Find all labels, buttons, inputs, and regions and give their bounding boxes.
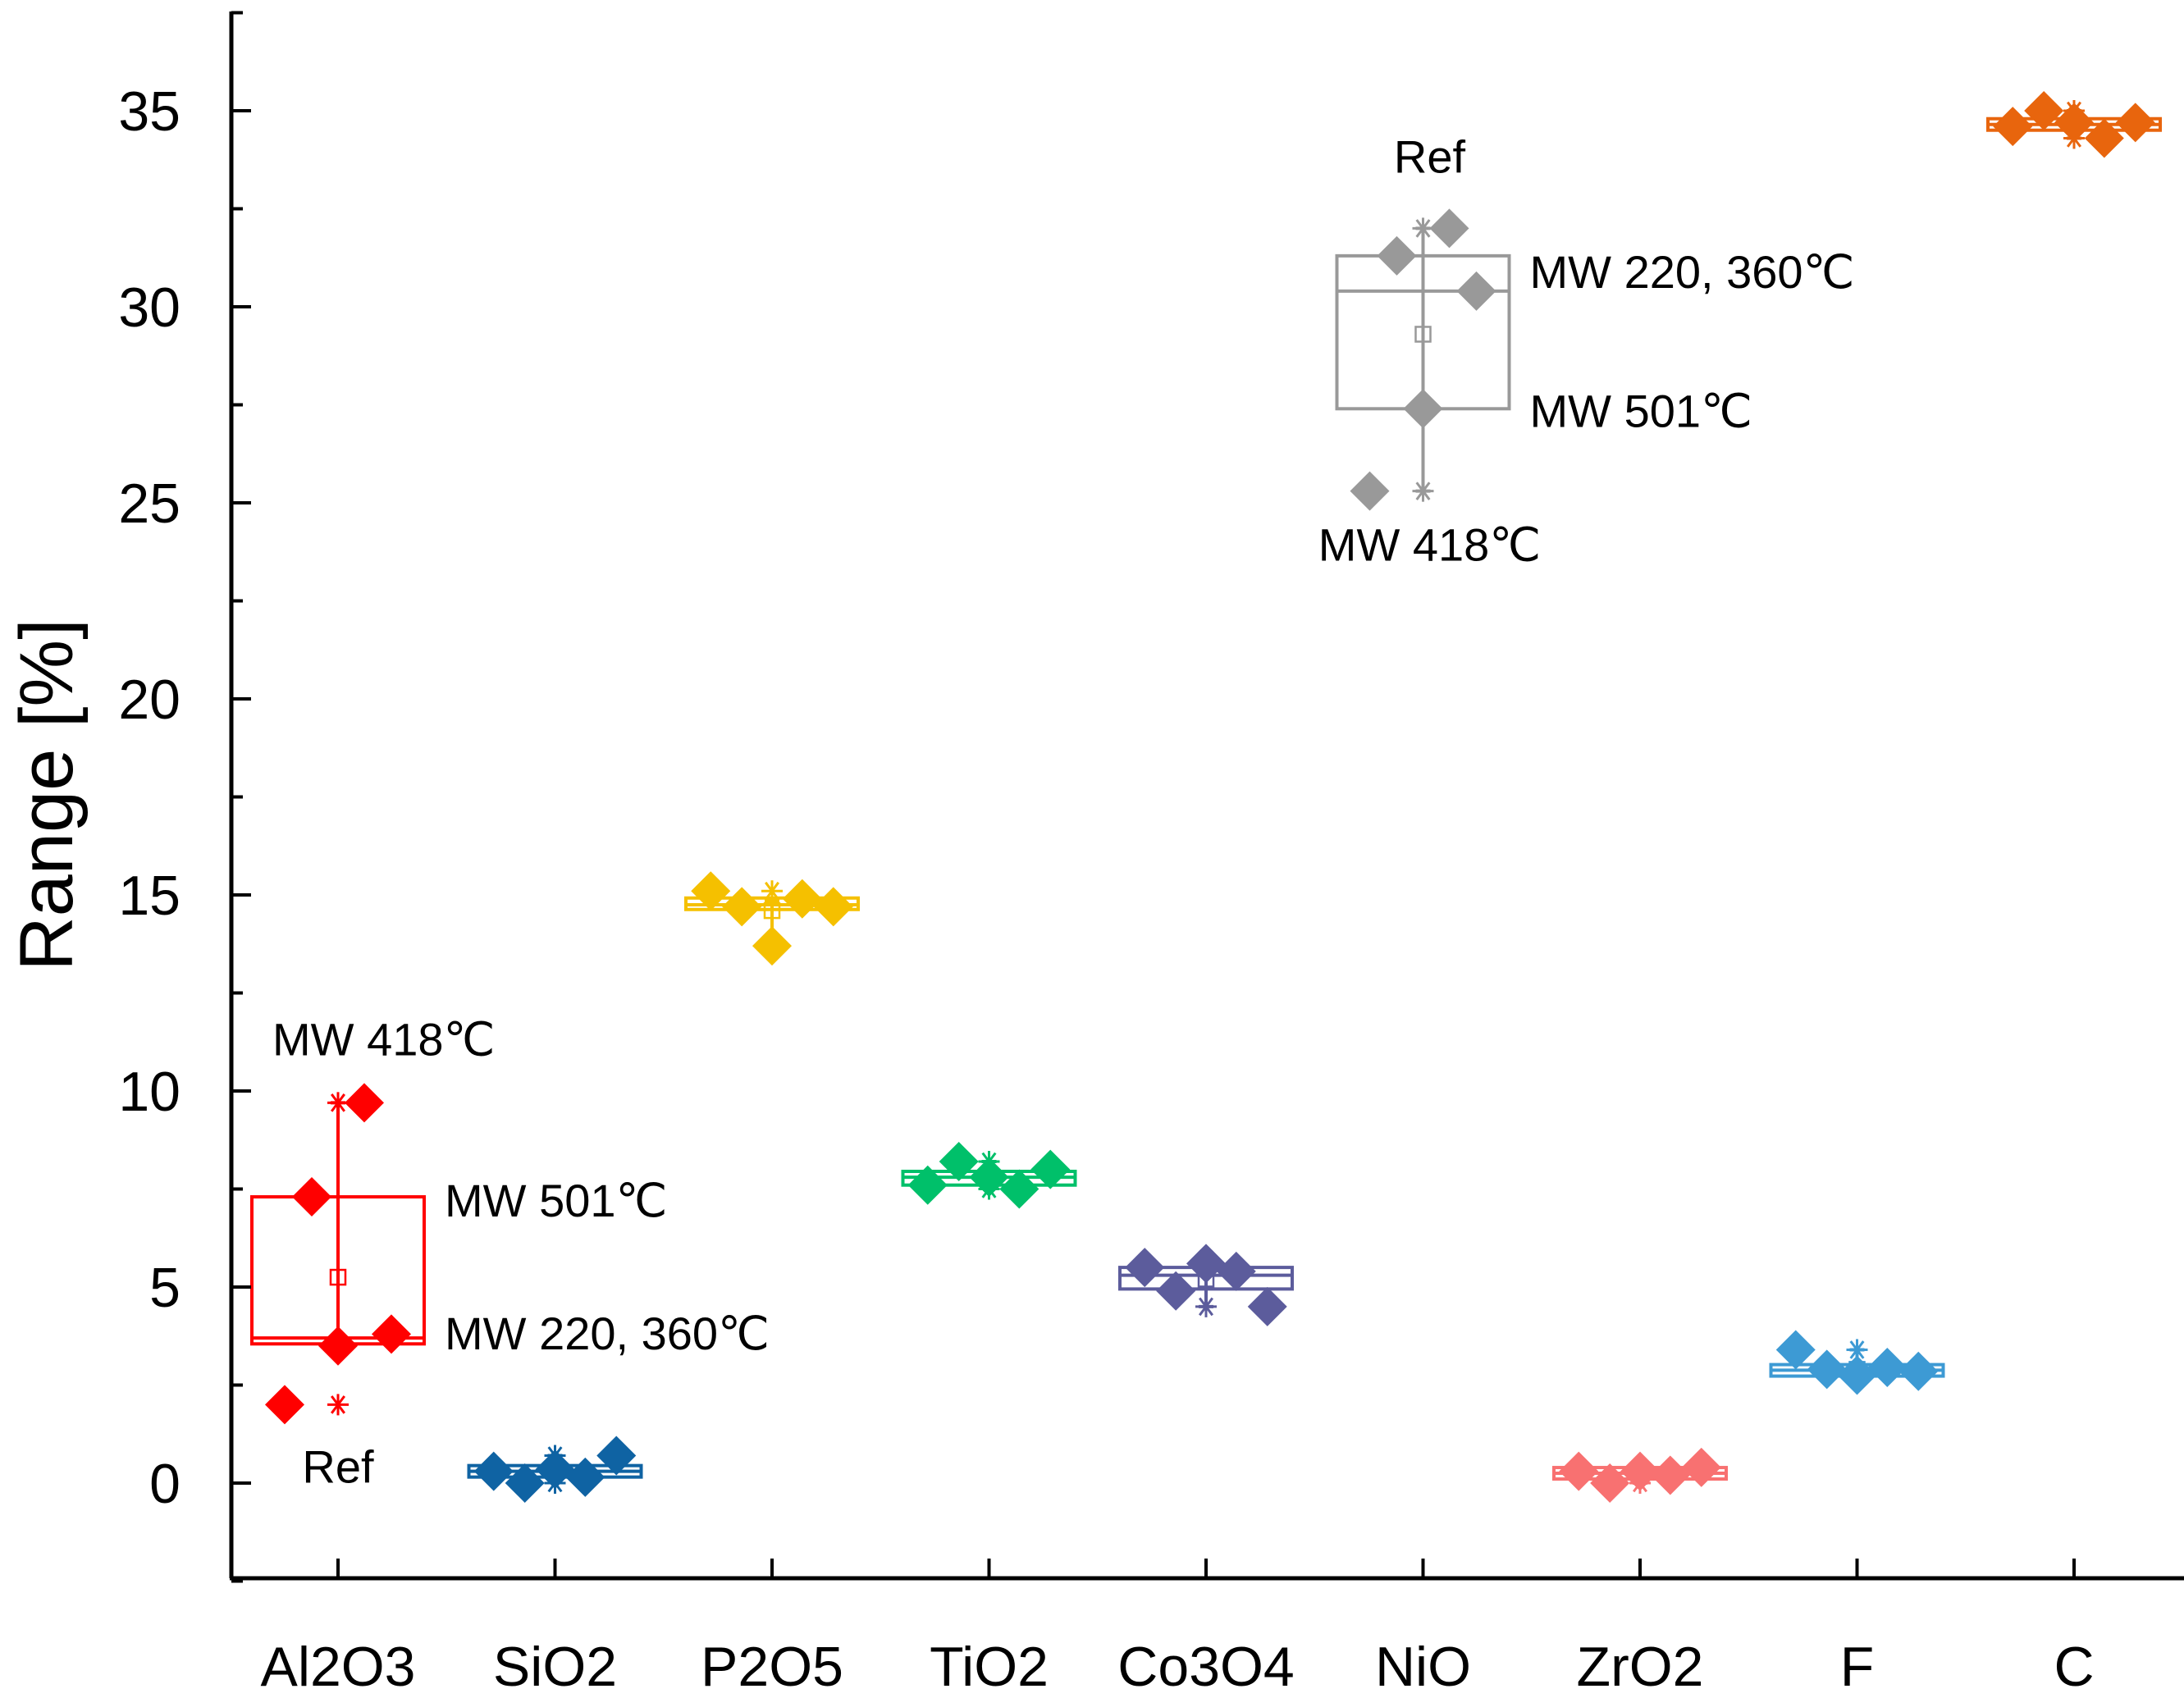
box-group-zro2 [1552, 1447, 1728, 1503]
box-group-tio2 [901, 1142, 1077, 1209]
data-point [1030, 1149, 1071, 1189]
data-point [473, 1451, 514, 1491]
data-point [565, 1457, 605, 1497]
y-axis-ticks: 0 5 10 15 20 25 30 35 [118, 11, 251, 1583]
x-axis-ticks: Al2O3 SiO2 P2O5 TiO2 Co3O4 NiO ZrO2 F C [261, 1559, 2095, 1698]
mean-marker [1414, 326, 1432, 343]
x-tick-label-c: C [2054, 1636, 2094, 1698]
x-tick-label-co3o4: Co3O4 [1117, 1636, 1294, 1698]
data-point [999, 1169, 1039, 1209]
data-point [1403, 389, 1443, 429]
data-point [1216, 1251, 1256, 1291]
data-point [782, 879, 822, 919]
min-marker [327, 1394, 349, 1416]
data-point [2084, 118, 2124, 158]
mean-marker [763, 901, 781, 920]
data-point [345, 1083, 384, 1123]
y-tick-label: 0 [149, 1453, 180, 1515]
annotation-label: MW 501℃ [1530, 385, 1752, 436]
box-group-sio2 [467, 1436, 643, 1503]
x-tick-label-tio2: TiO2 [930, 1636, 1049, 1698]
data-point [1559, 1451, 1599, 1491]
x-tick-label-nio: NiO [1375, 1636, 1471, 1698]
data-point [1186, 1244, 1226, 1284]
y-tick-label: 20 [118, 669, 180, 731]
data-point [813, 887, 853, 927]
data-point [907, 1165, 948, 1205]
data-point [1837, 1355, 1877, 1395]
data-point [1429, 208, 1469, 249]
data-point [1775, 1330, 1816, 1370]
annotation-label: MW 220, 360℃ [445, 1308, 770, 1359]
data-point [292, 1177, 331, 1217]
box-group-al2o3 [250, 1083, 426, 1425]
annotation-label: MW 418℃ [272, 1013, 495, 1065]
data-point [1898, 1351, 1939, 1391]
mean-marker [329, 1268, 347, 1286]
box-group-p2o5 [684, 871, 860, 966]
max-marker [761, 880, 783, 902]
data-point [1620, 1451, 1660, 1491]
data-point [1867, 1347, 1908, 1387]
data-point [691, 871, 731, 911]
data-point [1377, 235, 1417, 276]
annotations: MW 418℃ MW 501℃ MW 220, 360℃ Ref Ref MW 220, … [272, 130, 1854, 1492]
y-tick-label: 25 [118, 472, 180, 535]
data-point [1456, 271, 1496, 311]
data-point [2115, 103, 2155, 143]
data-point [1807, 1349, 1847, 1390]
data-point [318, 1326, 358, 1366]
annotation-label: MW 220, 360℃ [1530, 246, 1855, 298]
data-point [1350, 471, 1390, 511]
min-marker [1195, 1295, 1217, 1317]
data-point [939, 1142, 979, 1182]
y-tick-label: 15 [118, 865, 180, 927]
box-group-f [1769, 1330, 1945, 1395]
y-tick-label: 30 [118, 276, 180, 339]
max-marker [1412, 217, 1434, 240]
annotation-label: MW 501℃ [445, 1175, 667, 1226]
data-point [1125, 1248, 1165, 1288]
annotation-label: MW 418℃ [1318, 519, 1541, 571]
y-tick-label: 5 [149, 1257, 180, 1319]
plot-area [250, 91, 2162, 1503]
y-axis-title: Range [%] [5, 618, 89, 971]
x-tick-label-sio2: SiO2 [493, 1636, 617, 1698]
box-group-c [1986, 91, 2162, 158]
data-point [596, 1436, 637, 1476]
min-marker [1412, 480, 1434, 502]
data-point [752, 926, 792, 966]
data-point [1156, 1271, 1196, 1311]
data-point [505, 1463, 545, 1503]
data-point [969, 1157, 1009, 1198]
data-point [535, 1449, 575, 1490]
data-point [1681, 1447, 1721, 1487]
y-tick-label: 10 [118, 1061, 180, 1123]
data-point [1247, 1286, 1287, 1326]
x-tick-label-f: F [1840, 1636, 1875, 1698]
data-point [1650, 1455, 1690, 1495]
x-tick-label-zro2: ZrO2 [1577, 1636, 1704, 1698]
data-point [265, 1385, 304, 1425]
data-point [2024, 91, 2064, 130]
data-point [2054, 103, 2094, 143]
data-point [1993, 107, 2033, 147]
box-group-nio [1335, 208, 1511, 511]
data-point [1590, 1463, 1630, 1503]
annotation-label: Ref [1394, 130, 1466, 182]
data-point [722, 887, 762, 927]
box-group-co3o4 [1118, 1244, 1294, 1326]
x-tick-label-al2o3: Al2O3 [261, 1636, 416, 1698]
data-point [372, 1314, 411, 1354]
annotation-label: Ref [302, 1440, 374, 1492]
y-tick-label: 35 [118, 80, 180, 143]
x-tick-label-p2o5: P2O5 [701, 1636, 843, 1698]
